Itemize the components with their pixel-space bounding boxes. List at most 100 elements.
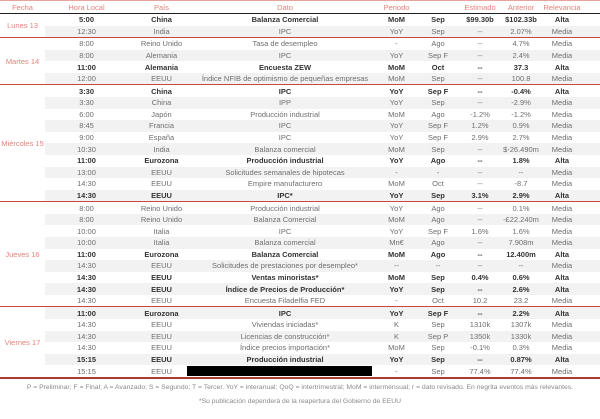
cell-dato: Balanza Comercial (253, 215, 317, 225)
cell-pais: Reino Unido (140, 39, 183, 49)
cell-hora: 5:00 (78, 15, 94, 25)
cell-dato: IPC (278, 51, 292, 61)
cell-per2: Sep (431, 15, 445, 25)
cell-est: -- (477, 86, 483, 96)
cell-per1: YoY (389, 156, 404, 166)
cell-dato: Producción industrial (246, 355, 324, 365)
cell-per1: MoM (388, 343, 405, 353)
cell-est: -- (477, 39, 483, 49)
cell-hora: 9:00 (79, 133, 94, 143)
cell-dato: Balanza comercial (254, 144, 316, 154)
cell-dato: Índice de Precios de Producción* (225, 284, 345, 294)
table-row: 8:00 Reino Unido Tasa de desempleo - Ago -- 4.… (45, 38, 600, 50)
cell-per2: Sep (431, 355, 445, 365)
cell-ant: 0.87% (510, 355, 532, 365)
cell-per2: Ago (431, 215, 445, 225)
cell-rel: Alta (554, 156, 570, 166)
cell-ant: 2.9% (512, 190, 530, 200)
table-row: 12:00 EEUU Índice NFIB de optimismo de peq… (45, 72, 600, 85)
cell-dato: IPC (278, 26, 292, 36)
table-row: 15:15 EEUU - Sep 77.4% 77.4% Media (45, 365, 600, 377)
table-row: 13:00 EEUU Solicitudes semanales de hipote… (45, 166, 600, 179)
cell-ant: 100.8 (511, 74, 531, 84)
cell-est: 10.2 (472, 296, 488, 306)
cell-dato: Producción industrial (250, 203, 320, 213)
cell-dato (187, 365, 375, 377)
cell-rel: Alta (554, 284, 570, 294)
cell-per2: Sep (431, 144, 445, 154)
cell-hora: 14:30 (77, 261, 96, 271)
cell-pais: EEUU (151, 331, 172, 341)
cell-pais: Alemania (144, 62, 179, 72)
cell-est: 1.2% (471, 121, 489, 131)
cell-rel: Alta (554, 190, 570, 200)
cell-pais: EEUU (151, 74, 172, 84)
cell-per2: Ago (431, 109, 445, 119)
cell-per1: MoM (387, 273, 406, 282)
cell-dato: Solicitudes de prestaciones por desemple… (212, 261, 358, 271)
cell-per2: Sep (431, 284, 445, 294)
cell-per1: YoY (389, 121, 404, 131)
cell-rel: Media (551, 331, 573, 341)
cell-rel: Media (551, 238, 573, 248)
cell-pais: Francia (148, 121, 174, 131)
cell-dato: IPC (278, 121, 292, 131)
cell-per2: Sep (431, 98, 445, 108)
table-row: 8:00 Reino Unido Balanza Comercial MoM Ago --… (45, 213, 600, 226)
cell-rel: Media (551, 26, 573, 36)
cell-ant: 1330k (510, 331, 532, 341)
cell-dato: Encuesta ZEW (258, 62, 312, 72)
cell-rel: Alta (554, 249, 570, 259)
cell-pais: China (151, 86, 172, 96)
cell-per2: Ago (430, 249, 446, 259)
cell-ant: 0.6% (512, 273, 530, 282)
cell-per1: - (395, 366, 398, 376)
cell-est: -- (477, 144, 483, 154)
cell-ant: 37.3 (513, 62, 529, 72)
cell-hora: 14:30 (76, 190, 97, 200)
table-row: 8:00 Reino Unido Producción industrial YoY A… (45, 202, 600, 214)
cell-per1: YoY (389, 284, 404, 294)
cell-est: -- (477, 62, 483, 72)
table-row: 14:30 EEUU Licencias de construcción* K Sep … (45, 330, 600, 343)
table-row: 14:30 EEUU Ventas minoristas* MoM Sep 0.4% 0.6… (45, 272, 600, 284)
cell-ant: 0.1% (512, 203, 530, 213)
column-header-periodo: Periodo (383, 2, 410, 12)
cell-dato: Tasa de desempleo (252, 39, 318, 49)
cell-per2: Sep F (427, 226, 448, 236)
table-row: 10:00 Italia Balanza comercial Mn€ Ago -- 7.90… (45, 236, 600, 249)
cell-pais: EEUU (151, 343, 172, 353)
cell-est: $99.30b (466, 15, 494, 25)
table-row: 12:30 India IPC YoY Sep -- 2.07% Media (45, 25, 600, 38)
cell-pais: EEUU (151, 320, 172, 330)
cell-pais: Eurozona (144, 156, 179, 166)
cell-est: 1350k (469, 331, 491, 341)
cell-hora: 8:00 (79, 203, 94, 213)
cell-est: -- (477, 238, 483, 248)
table-row: 11:00 Eurozona Producción industrial YoY Ago… (45, 155, 600, 167)
cell-rel: Media (551, 51, 573, 61)
column-header-pais: País (153, 2, 169, 12)
table-row: 14:30 EEUU Índice de Precios de Producción… (45, 283, 600, 295)
cell-per1: MoM (387, 249, 406, 259)
cell-pais: Reino Unido (140, 203, 183, 213)
cell-per1: - (395, 296, 398, 306)
cell-pais: India (153, 144, 170, 154)
cell-hora: 13:00 (77, 167, 96, 177)
cell-hora: 11:00 (77, 249, 96, 259)
cell-pais: Eurozona (144, 249, 179, 259)
cell-rel: Media (551, 167, 573, 177)
cell-per1: K (393, 331, 399, 341)
cell-pais: EEUU (151, 190, 172, 200)
cell-rel: Media (551, 39, 573, 49)
cell-dato: IPC (278, 86, 292, 96)
cell-est: 2.9% (471, 133, 489, 143)
cell-ant: 2.07% (510, 26, 532, 36)
cell-ant: 7.908m (508, 238, 534, 248)
cell-dato: IPP (278, 98, 292, 108)
cell-ant: -£22.240m (503, 215, 539, 225)
column-header-fecha: Fecha (12, 2, 33, 12)
cell-per1: MoM (388, 215, 405, 225)
cell-hora: 6:00 (79, 109, 94, 119)
cell-per1: MoM (388, 144, 405, 154)
